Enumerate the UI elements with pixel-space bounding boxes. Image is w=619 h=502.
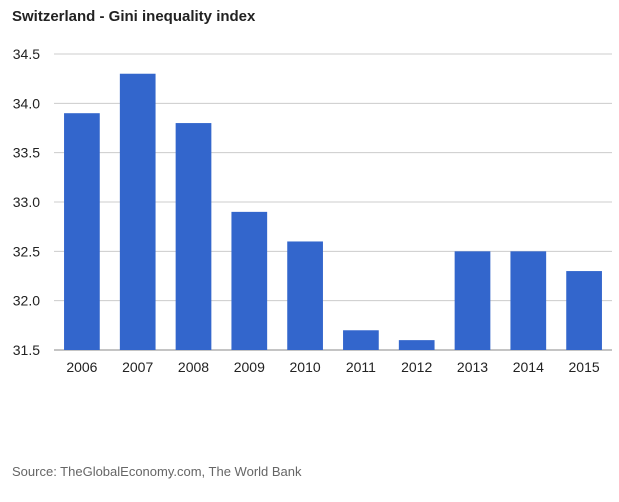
x-tick-label: 2014 — [513, 359, 544, 375]
bar-2014 — [510, 251, 547, 350]
x-tick-label: 2010 — [290, 359, 321, 375]
y-tick-label: 34.5 — [13, 46, 40, 62]
bar-2013 — [454, 251, 491, 350]
x-tick-label: 2009 — [234, 359, 265, 375]
bar-2011 — [343, 330, 379, 350]
bar-2006 — [64, 113, 100, 350]
y-tick-label: 31.5 — [13, 342, 40, 358]
x-tick-label: 2012 — [401, 359, 432, 375]
x-tick-label: 2013 — [457, 359, 488, 375]
bar-2008 — [175, 123, 212, 350]
y-tick-label: 32.5 — [13, 243, 40, 259]
bar-2012 — [398, 340, 435, 350]
x-axis-ticks: 2006 2007 2008 2009 2010 2011 2012 2013 2014 2015 — [66, 359, 600, 375]
y-tick-label: 33.5 — [13, 145, 40, 161]
source-note: Source: TheGlobalEconomy.com, The World … — [12, 464, 302, 479]
chart-title: Switzerland - Gini inequality index — [12, 8, 256, 25]
x-tick-label: 2007 — [122, 359, 153, 375]
y-tick-label: 33.0 — [13, 194, 40, 210]
y-tick-label: 32.0 — [13, 293, 40, 309]
y-axis-ticks: 31.5 32.0 32.5 33.0 33.5 34.0 34.5 — [13, 46, 40, 358]
bar-2007 — [119, 73, 156, 350]
x-tick-label: 2011 — [346, 359, 376, 375]
x-tick-label: 2008 — [178, 359, 209, 375]
bar-chart: 31.532.032.533.033.534.034.5 2006 2007 200… — [13, 46, 612, 375]
x-tick-label: 2006 — [66, 359, 97, 375]
y-tick-label: 34.0 — [13, 95, 40, 111]
bars — [64, 73, 602, 350]
bar-2015 — [566, 271, 602, 350]
bar-2009 — [231, 211, 268, 350]
x-tick-label: 2015 — [569, 359, 600, 375]
bar-2010 — [287, 241, 323, 350]
